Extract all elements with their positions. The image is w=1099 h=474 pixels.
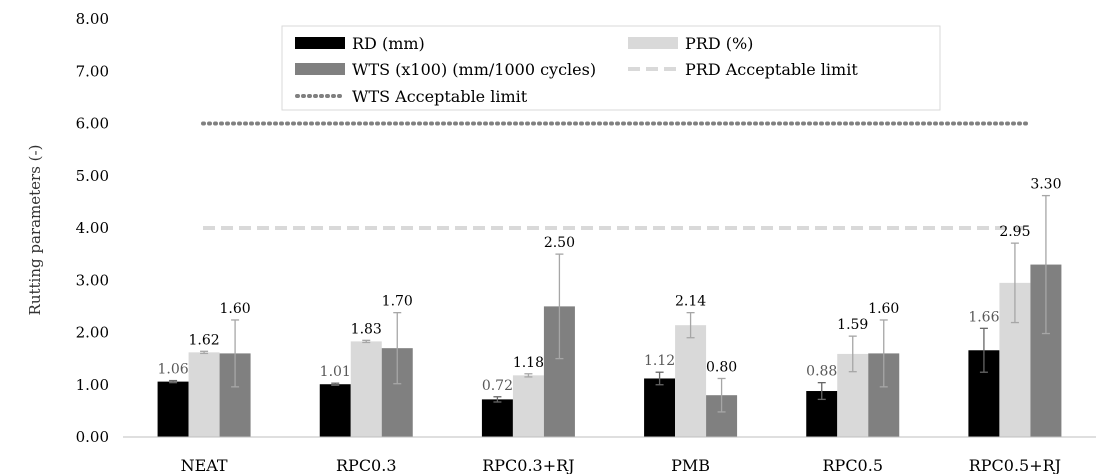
x-tick-label: RPC0.5 xyxy=(823,456,884,474)
legend-label: PRD (%) xyxy=(685,34,753,53)
bar-0-0 xyxy=(157,381,189,437)
y-tick-label: 4.00 xyxy=(76,219,109,237)
data-label: 2.14 xyxy=(675,294,706,310)
data-label: 1.70 xyxy=(382,294,413,310)
legend-swatch xyxy=(628,37,678,49)
legend: RD (mm) PRD (%) WTS (x100) (mm/1000 cycles… xyxy=(281,25,941,111)
bar-1-0 xyxy=(188,352,220,437)
x-tick-label: RPC0.3 xyxy=(336,456,397,474)
data-label: 1.66 xyxy=(968,309,999,325)
data-label: 1.83 xyxy=(351,321,382,337)
y-tick-label: 5.00 xyxy=(76,167,109,185)
x-tick-label: NEAT xyxy=(181,456,228,474)
reference-lines xyxy=(201,121,1032,230)
bar-0-1 xyxy=(319,384,351,437)
x-tick-label: PMB xyxy=(671,456,710,474)
data-labels: 1.061.621.601.011.831.700.721.182.501.12… xyxy=(157,177,1061,394)
bar-0-2 xyxy=(481,399,513,437)
y-tick-label: 0.00 xyxy=(76,428,109,446)
legend-box xyxy=(281,25,941,111)
data-label: 0.88 xyxy=(806,364,837,380)
x-tick-label: RPC0.3+RJ xyxy=(482,456,574,474)
data-label: 3.30 xyxy=(1030,177,1061,193)
y-axis-label: Rutting parameters (-) xyxy=(26,145,44,316)
y-tick-label: 6.00 xyxy=(76,115,109,133)
legend-label: WTS (x100) (mm/1000 cycles) xyxy=(352,60,596,79)
x-axis: NEAT RPC0.3 RPC0.3+RJ PMB RPC0.5 RPC0.5+RJ xyxy=(123,436,1096,474)
bar-1-2 xyxy=(512,375,544,437)
legend-swatch xyxy=(295,63,345,75)
legend-label: WTS Acceptable limit xyxy=(352,87,528,106)
data-label: 1.60 xyxy=(868,301,899,317)
y-tick-label: 3.00 xyxy=(76,271,109,289)
data-label: 1.12 xyxy=(644,353,675,369)
y-axis: 0.00 1.00 2.00 3.00 4.00 5.00 6.00 7.00 8.00 xyxy=(76,10,109,446)
bar-1-3 xyxy=(675,325,707,437)
data-label: 2.50 xyxy=(544,235,575,251)
data-label: 1.59 xyxy=(837,317,868,333)
y-tick-label: 8.00 xyxy=(76,10,109,28)
data-label: 1.62 xyxy=(188,332,219,348)
y-tick-label: 1.00 xyxy=(76,376,109,394)
bar-1-1 xyxy=(350,341,382,437)
error-bars xyxy=(169,194,1050,413)
legend-label: PRD Acceptable limit xyxy=(685,60,858,79)
y-tick-label: 2.00 xyxy=(76,324,109,342)
data-label: 2.95 xyxy=(999,224,1030,240)
y-tick-label: 7.00 xyxy=(76,62,109,80)
legend-label: RD (mm) xyxy=(352,34,425,53)
bars xyxy=(157,264,1062,437)
data-label: 1.60 xyxy=(219,301,250,317)
legend-swatch xyxy=(295,37,345,49)
data-label: 0.80 xyxy=(706,359,737,375)
x-tick-label: RPC0.5+RJ xyxy=(969,456,1061,474)
bar-0-3 xyxy=(644,378,676,437)
data-label: 0.72 xyxy=(482,378,513,394)
data-label: 1.01 xyxy=(320,364,351,380)
data-label: 1.06 xyxy=(157,362,188,378)
data-label: 1.18 xyxy=(513,355,544,371)
